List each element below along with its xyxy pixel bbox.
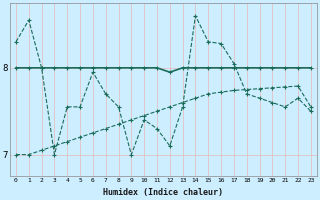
X-axis label: Humidex (Indice chaleur): Humidex (Indice chaleur) xyxy=(103,188,223,197)
